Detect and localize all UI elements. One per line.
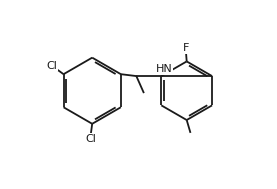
Text: F: F <box>183 43 189 53</box>
Text: HN: HN <box>156 64 173 74</box>
Text: Cl: Cl <box>86 134 97 144</box>
Text: Cl: Cl <box>46 61 57 71</box>
